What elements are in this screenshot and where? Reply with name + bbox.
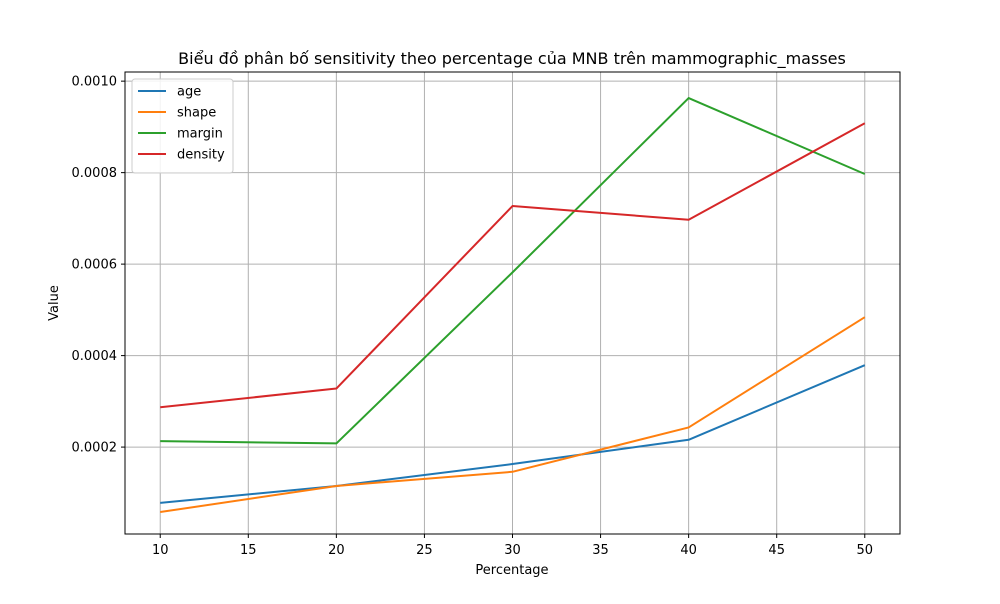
legend-label-margin: margin (177, 127, 223, 142)
legend-box (131, 78, 234, 174)
x-tick-label: 10 (152, 543, 169, 558)
x-tick-label: 20 (328, 543, 345, 558)
y-tick-label: 0.0006 (72, 258, 118, 273)
series-line-shape (160, 316, 866, 514)
x-tick-label: 50 (856, 543, 873, 558)
x-tick-label: 30 (504, 543, 521, 558)
y-tick-label: 0.0002 (72, 441, 118, 456)
legend-label-age: age (177, 85, 201, 100)
y-tick-label: 0.0010 (72, 75, 118, 90)
y-axis-label: Value (47, 285, 62, 321)
y-tick-label: 0.0004 (72, 349, 118, 364)
x-tick-label: 35 (592, 543, 609, 558)
legend-label-shape: shape (177, 106, 216, 121)
series-line-density (160, 122, 866, 409)
chart-title: Biểu đồ phân bố sensitivity theo percent… (178, 49, 846, 69)
x-tick-label: 25 (416, 543, 433, 558)
x-tick-label: 45 (768, 543, 785, 558)
series-line-age (160, 364, 866, 504)
axis-ticks: 10 15 20 25 30 35 40 45 50 0.0002 0.0004 0.0006 0.00… (72, 75, 874, 558)
x-tick-label: 40 (680, 543, 697, 558)
series-lines (160, 97, 866, 514)
y-tick-label: 0.0008 (72, 166, 118, 181)
legend-label-density: density (177, 148, 225, 163)
legend: age shape margin density (131, 78, 234, 174)
series-line-margin (160, 97, 866, 445)
x-axis-label: Percentage (475, 563, 548, 578)
x-tick-label: 15 (240, 543, 257, 558)
grid (125, 72, 900, 534)
